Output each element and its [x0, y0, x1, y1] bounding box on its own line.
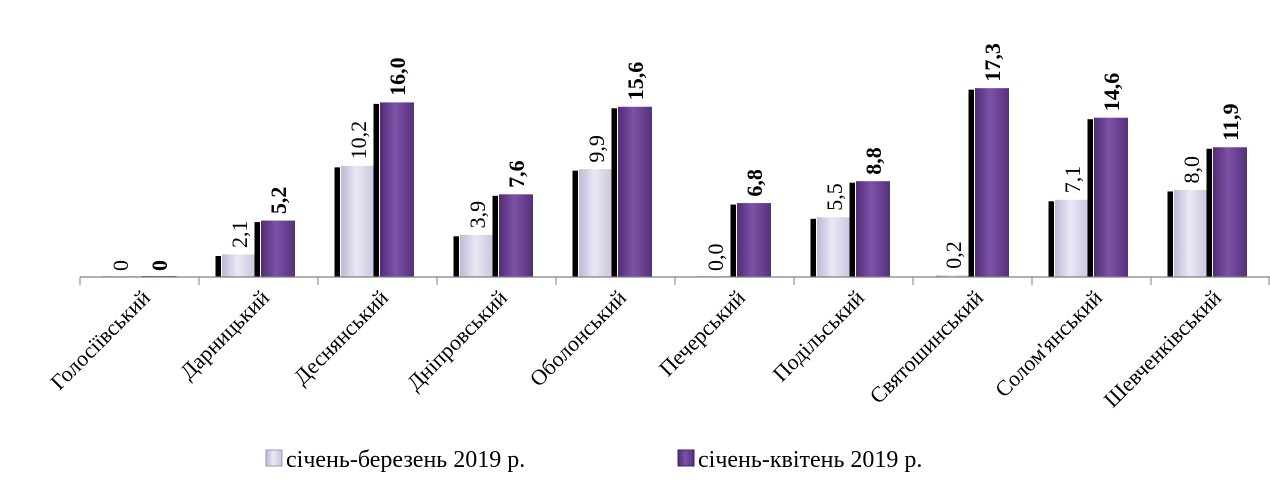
- value-label: 14,6: [1099, 73, 1124, 112]
- bar-shadow: [1049, 201, 1055, 277]
- bar-jan-mar-4: [579, 169, 614, 277]
- bar-shadow: [374, 104, 380, 277]
- bar-jan-apr-8: [1094, 117, 1129, 277]
- value-label: 0: [147, 260, 172, 271]
- category-label: Шевченківський: [1099, 285, 1227, 413]
- bar-jan-apr-4: [618, 106, 653, 277]
- value-label: 5,2: [266, 187, 291, 215]
- bar-shadow: [335, 167, 341, 277]
- bar-jan-mar-6: [817, 217, 852, 277]
- category-label: Дніпровський: [402, 285, 512, 395]
- legend-swatch-jan-mar: [266, 450, 282, 466]
- bar-jan-apr-1: [261, 220, 296, 277]
- bar-shadow: [1207, 149, 1213, 277]
- bar-jan-apr-9: [1213, 147, 1248, 277]
- value-label: 0,2: [941, 241, 966, 269]
- value-label: 5,5: [822, 183, 847, 211]
- legend-swatch-jan-apr: [678, 450, 694, 466]
- bar-shadow: [216, 256, 222, 277]
- bar-jan-mar-1: [222, 254, 257, 277]
- value-label: 17,3: [980, 43, 1005, 82]
- bar-shadow: [1088, 119, 1094, 277]
- value-label: 2,1: [227, 221, 252, 249]
- bar-jan-mar-9: [1174, 189, 1209, 277]
- value-label: 7,6: [504, 160, 529, 188]
- bar-shadow: [969, 90, 975, 277]
- category-label: Подільський: [767, 285, 869, 387]
- value-label: 10,2: [346, 121, 371, 160]
- category-label: Дарницький: [175, 285, 274, 384]
- bar-jan-apr-6: [856, 181, 891, 277]
- bar-jan-apr-7: [975, 88, 1010, 277]
- bar-shadow: [493, 196, 499, 277]
- value-label: 15,6: [623, 62, 648, 101]
- bar-shadow: [731, 205, 737, 277]
- value-label: 7,1: [1060, 166, 1085, 194]
- bar-shadow: [811, 219, 817, 277]
- value-label: 11,9: [1218, 103, 1243, 140]
- category-label: Голосіївський: [45, 285, 155, 395]
- bar-jan-mar-8: [1055, 199, 1090, 277]
- value-label: 16,0: [385, 57, 410, 96]
- value-label: 6,8: [742, 169, 767, 197]
- value-label: 9,9: [584, 135, 609, 163]
- legend-label-jan-apr: січень-квітень 2019 р.: [698, 447, 922, 473]
- value-label: 3,9: [465, 201, 490, 229]
- bar-shadow: [1168, 191, 1174, 277]
- bar-shadow: [255, 222, 261, 277]
- bar-shadow: [850, 183, 856, 277]
- bar-jan-apr-3: [499, 194, 534, 277]
- value-label: 8,8: [861, 147, 886, 175]
- bar-shadow: [573, 171, 579, 277]
- legend-label-jan-mar: січень-березень 2019 р.: [286, 447, 525, 473]
- bar-shadow: [612, 108, 618, 277]
- category-label: Солом'янський: [990, 285, 1107, 402]
- category-label: Святошинський: [864, 285, 988, 409]
- value-label: 0: [108, 260, 133, 271]
- category-label: Деснянський: [288, 285, 393, 390]
- value-label: 8,0: [1179, 156, 1204, 184]
- category-label: Оболонський: [525, 285, 632, 392]
- value-label: 0,0: [703, 244, 728, 272]
- category-label: Печерський: [654, 285, 750, 381]
- bar-jan-apr-5: [737, 203, 772, 277]
- bar-jan-apr-2: [380, 102, 415, 277]
- bar-jan-mar-3: [460, 234, 495, 277]
- bar-shadow: [454, 236, 460, 277]
- bar-jan-mar-2: [341, 165, 376, 277]
